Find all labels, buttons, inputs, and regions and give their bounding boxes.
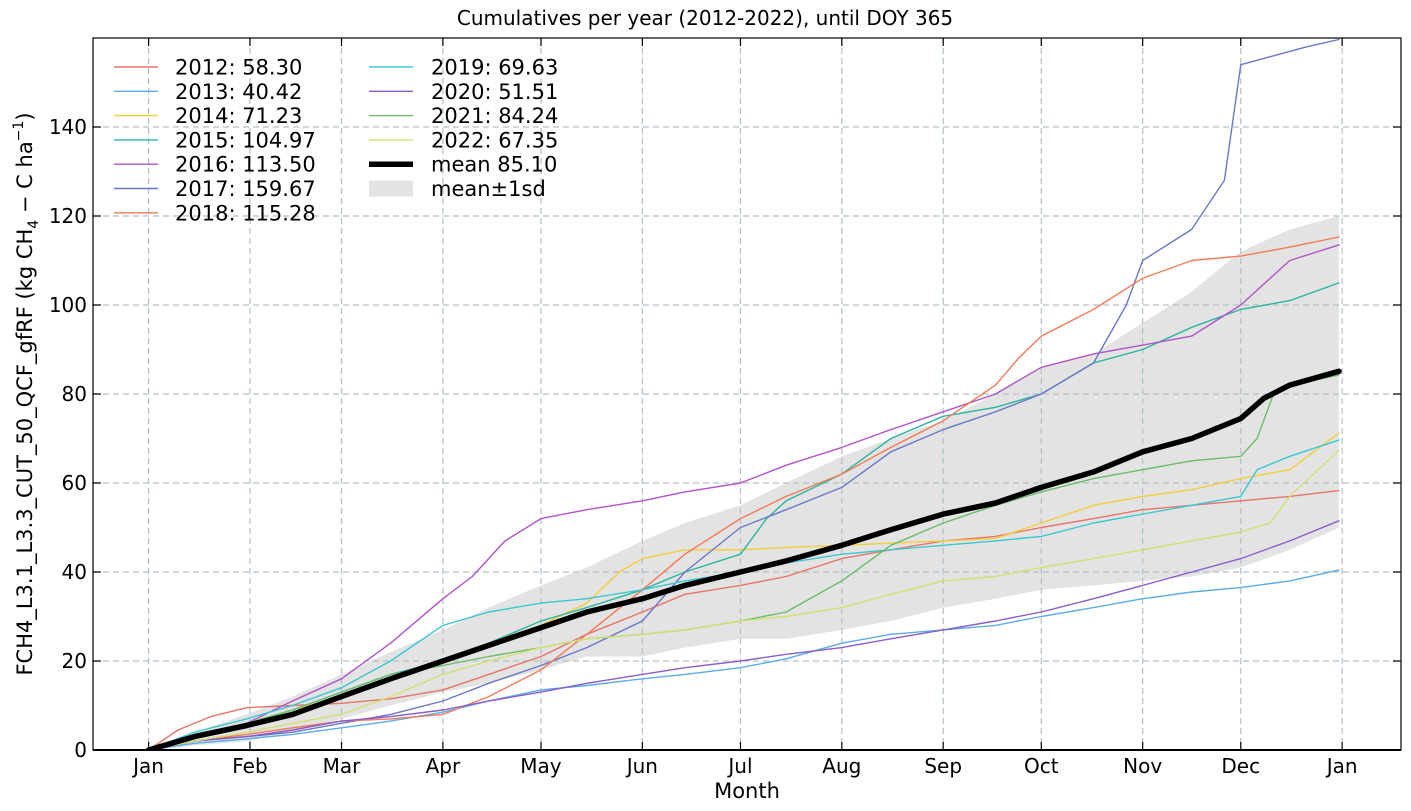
y-axis-label-part-3: ) [13, 112, 37, 120]
y-tick-label: 120 [49, 204, 87, 228]
y-tick-label: 140 [49, 115, 87, 139]
x-tick-label: Oct [1024, 754, 1059, 778]
x-axis-label: Month [714, 779, 780, 803]
legend-entry-label: 2013: 40.42 [175, 80, 302, 104]
x-tick-label: Feb [232, 754, 267, 778]
sd-band [148, 216, 1339, 750]
x-tick-label: Jul [726, 754, 752, 778]
series-layer [145, 38, 1342, 750]
legend-entry-label: 2016: 113.50 [175, 153, 316, 177]
y-axis-label-subscript: 4 [26, 220, 42, 229]
chart-title: Cumulatives per year (2012-2022), until … [457, 6, 953, 30]
legend-entry-label: mean 85.10 [431, 153, 557, 177]
x-tick-label: Jan [1325, 754, 1358, 778]
x-tick-label: Nov [1123, 754, 1162, 778]
legend-entry-label: 2018: 115.28 [175, 201, 316, 225]
x-tick-label: Mar [323, 754, 362, 778]
legend-entry-label: 2014: 71.23 [175, 104, 302, 128]
y-tick-label: 100 [49, 293, 87, 317]
mean-series-line [145, 368, 1342, 750]
y-axis-label-superscript: −1 [11, 121, 27, 142]
tick-layer: Jan Feb Mar Apr May Jun Jul Aug Sep Oct Nov Dec Jan 0… [49, 38, 1401, 778]
series-line-2012 [147, 489, 1340, 750]
sd-band-layer [148, 216, 1339, 750]
x-tick-label: Jun [625, 754, 658, 778]
series-line-2020 [147, 520, 1340, 750]
legend-entry-label: 2022: 67.35 [431, 128, 558, 152]
series-line-2013 [147, 569, 1340, 750]
x-tick-label: Aug [822, 754, 861, 778]
series-line-2021 [147, 374, 1340, 750]
legend-entry-label: 2012: 58.30 [175, 56, 302, 80]
series-line-2016 [147, 244, 1340, 750]
y-axis-label-part-2: − C ha [13, 141, 37, 219]
x-tick-label: May [520, 754, 562, 778]
y-tick-label: 60 [62, 471, 87, 495]
legend-entry-label: 2020: 51.51 [431, 80, 558, 104]
x-tick-label: Sep [924, 754, 962, 778]
legend-entry-label: 2015: 104.97 [175, 128, 316, 152]
legend-entry-label: 2019: 69.63 [431, 56, 558, 80]
legend-swatch-band [369, 180, 413, 197]
x-tick-label: Dec [1221, 754, 1260, 778]
legend-entry-label: 2017: 159.67 [175, 177, 316, 201]
x-tick-label: Apr [426, 754, 461, 778]
legend-entry-label: mean±1sd [431, 177, 546, 201]
y-axis-label-part-1: FCH4_L3.1_L3.3_CUT_50_QCF_gfRF (kg CH [13, 229, 38, 676]
series-line-2022 [147, 449, 1340, 750]
y-tick-label: 0 [74, 738, 87, 762]
y-tick-label: 80 [62, 382, 87, 406]
y-tick-label: 40 [62, 560, 87, 584]
x-tick-label: Jan [131, 754, 164, 778]
y-tick-label: 20 [62, 649, 87, 673]
legend-entry-label: 2021: 84.24 [431, 104, 558, 128]
y-axis-label: FCH4_L3.1_L3.3_CUT_50_QCF_gfRF (kg CH4 −… [11, 112, 42, 675]
